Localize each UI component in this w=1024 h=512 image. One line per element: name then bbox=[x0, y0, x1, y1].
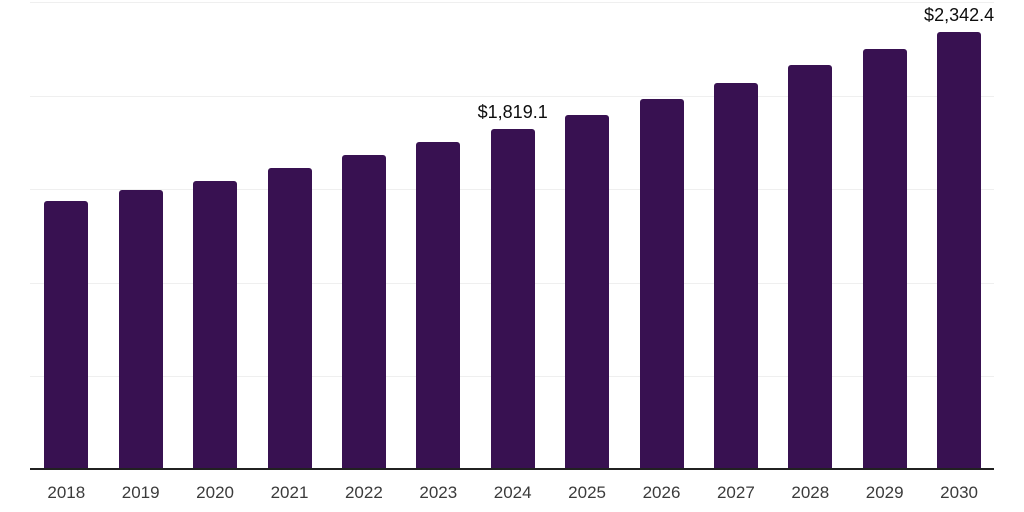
bar-2020[interactable] bbox=[193, 181, 238, 470]
x-axis-label-2020: 2020 bbox=[196, 483, 235, 502]
bar-2021[interactable] bbox=[267, 167, 312, 470]
x-axis-label-2027: 2027 bbox=[716, 483, 755, 502]
bar-2022[interactable] bbox=[341, 154, 386, 470]
bar-2028[interactable] bbox=[788, 64, 833, 470]
x-axis-label-2021: 2021 bbox=[270, 483, 309, 502]
data-label-2030: $2,342.4 bbox=[924, 4, 995, 25]
bar-2023[interactable] bbox=[416, 142, 461, 470]
x-axis-line bbox=[30, 468, 994, 470]
bar-2019[interactable] bbox=[118, 190, 163, 470]
gridline-2500 bbox=[30, 2, 994, 3]
x-axis-label-2023: 2023 bbox=[419, 483, 458, 502]
data-label-2024: $1,819.1 bbox=[477, 102, 548, 123]
x-axis-label-2028: 2028 bbox=[791, 483, 830, 502]
x-axis-label-2018: 2018 bbox=[47, 483, 86, 502]
bar-2030[interactable] bbox=[937, 31, 982, 470]
plot-area: $1,819.1 $2,342.4 bbox=[30, 2, 994, 470]
bar-2018[interactable] bbox=[44, 201, 89, 470]
x-axis-label-2025: 2025 bbox=[568, 483, 607, 502]
gridline-2000 bbox=[30, 95, 994, 97]
bar-2027[interactable] bbox=[713, 82, 758, 470]
x-axis-label-2024: 2024 bbox=[493, 483, 532, 502]
bar-2024[interactable] bbox=[490, 129, 535, 470]
bar-2025[interactable] bbox=[565, 114, 610, 470]
bar-2026[interactable] bbox=[639, 99, 684, 470]
x-axis-label-2026: 2026 bbox=[642, 483, 681, 502]
x-axis-label-2022: 2022 bbox=[344, 483, 383, 502]
x-axis-label-2019: 2019 bbox=[121, 483, 160, 502]
x-axis-label-2030: 2030 bbox=[940, 483, 979, 502]
bar-2029[interactable] bbox=[862, 48, 907, 470]
x-axis-label-2029: 2029 bbox=[865, 483, 904, 502]
